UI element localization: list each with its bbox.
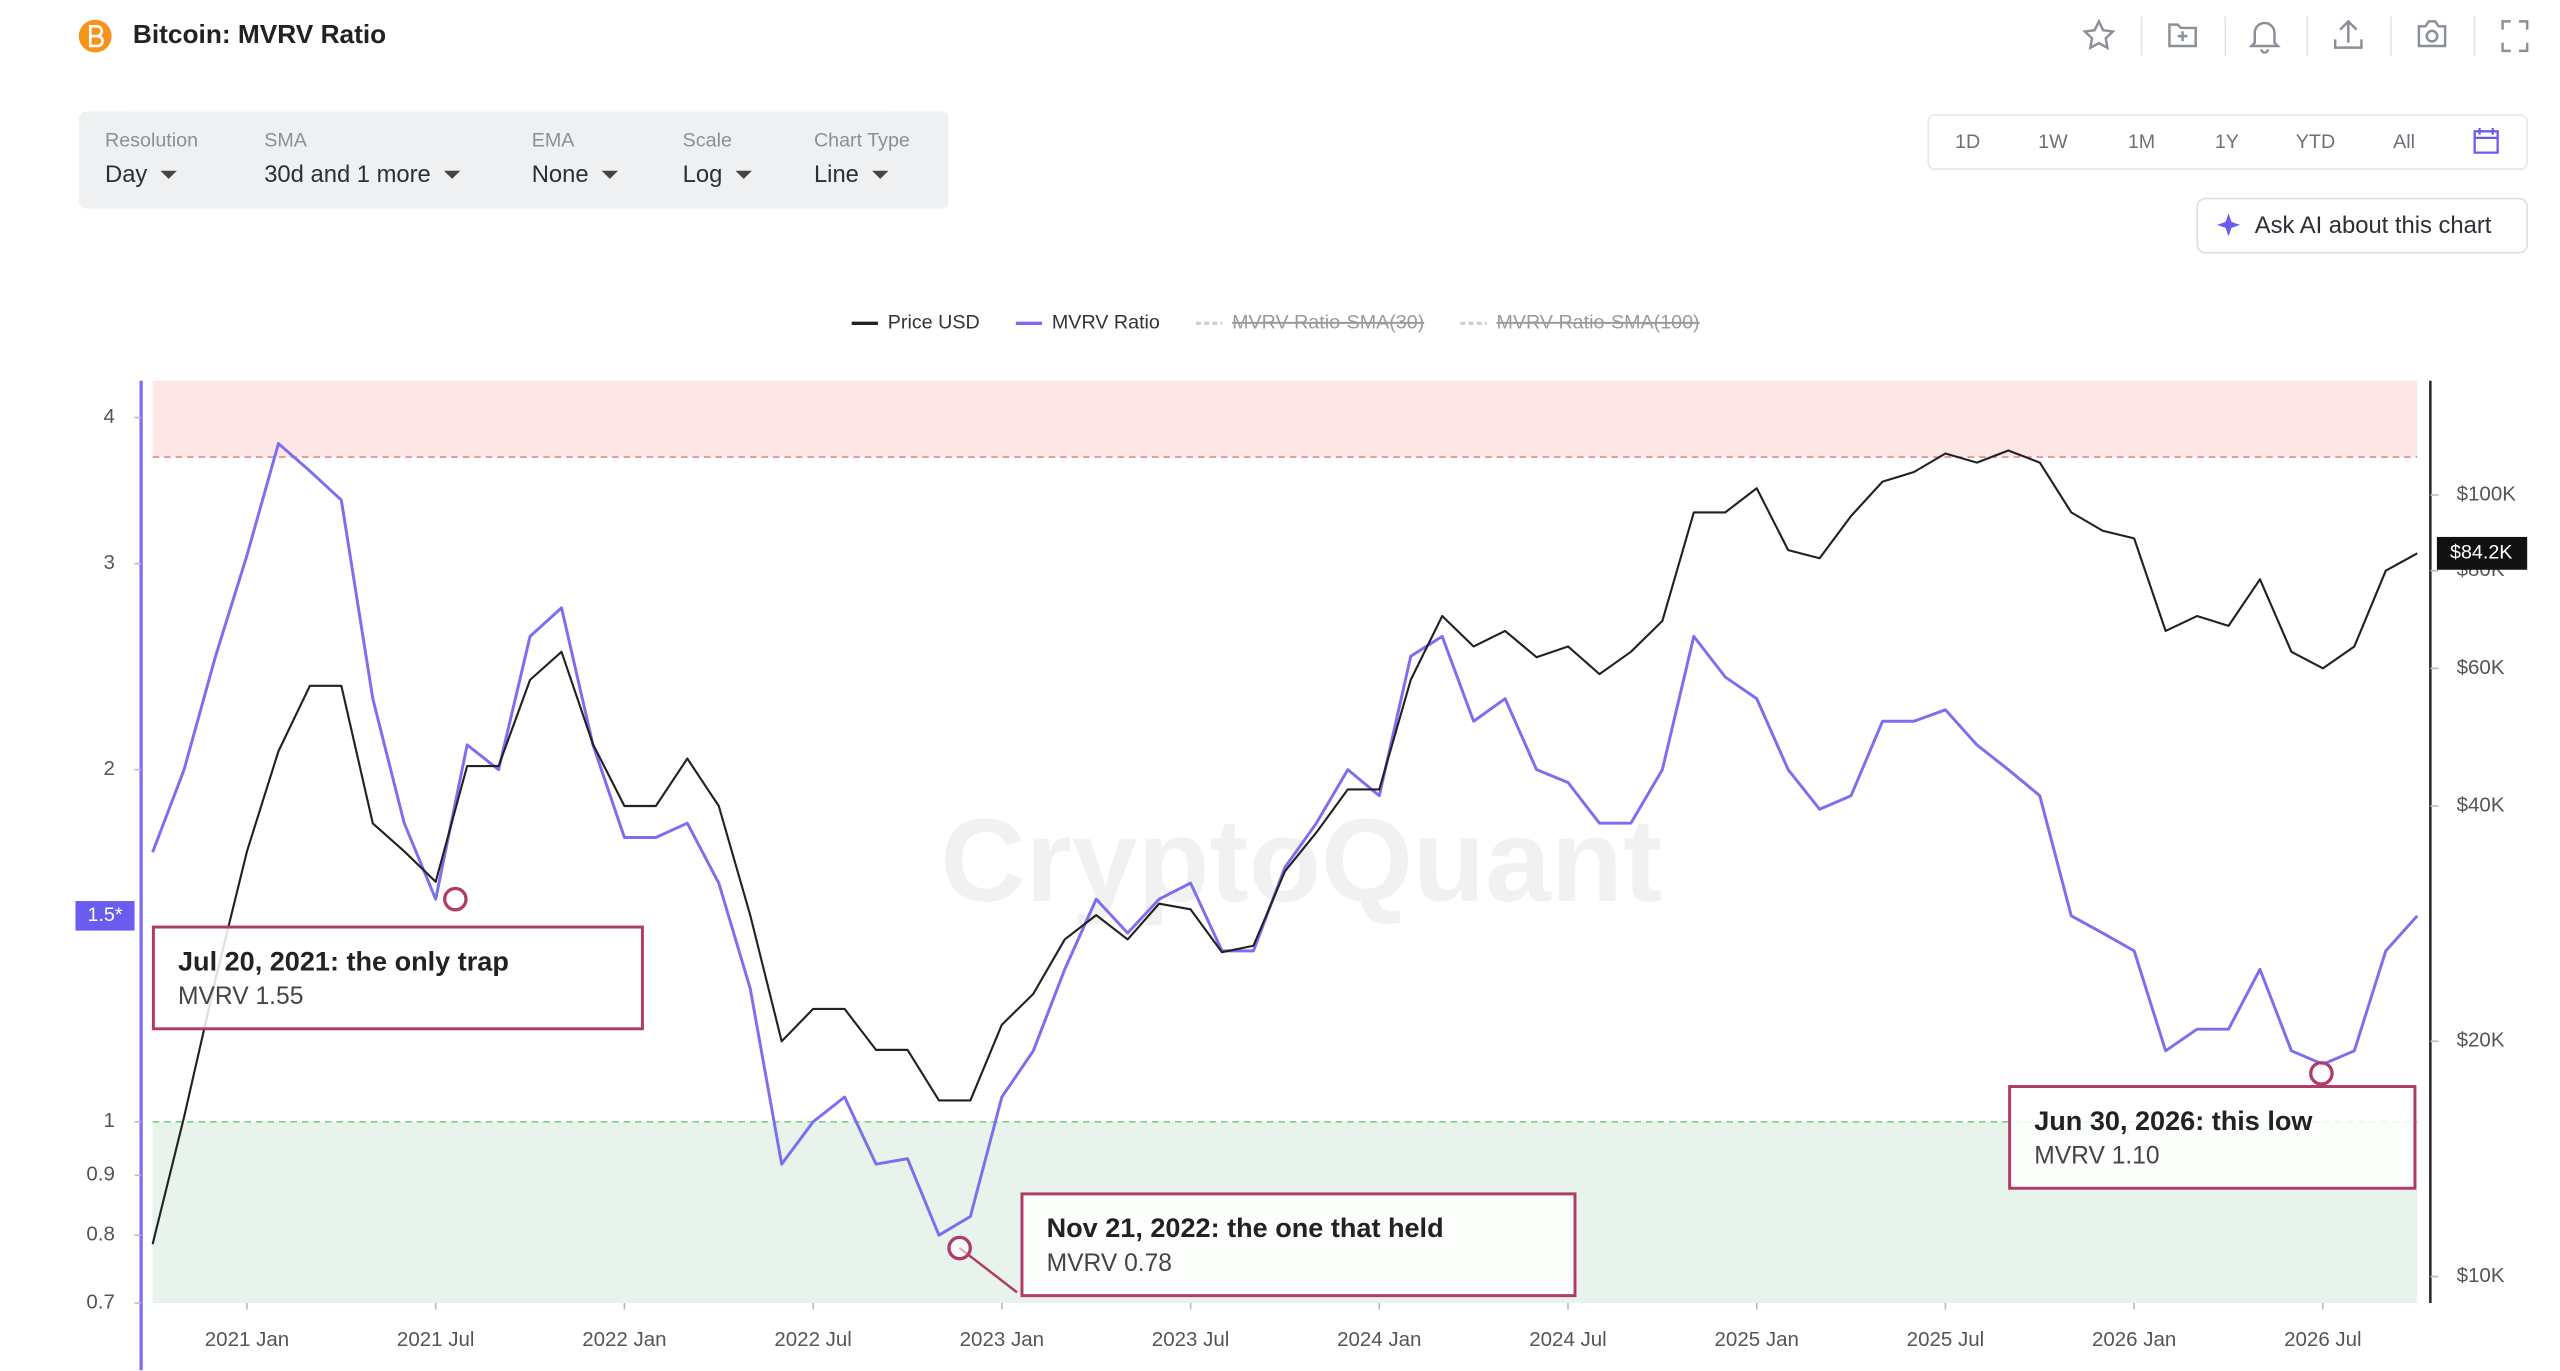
bitcoin-glyph	[88, 24, 104, 48]
dropdown-label: Chart Type	[814, 129, 910, 151]
y-tick-label: 1	[103, 1109, 114, 1132]
legend-label[interactable]: Price USD	[888, 312, 980, 334]
top-icons	[2082, 16, 2529, 56]
range-buttons: 1D 1W 1M 1Y YTD All	[1955, 131, 2415, 153]
y2-badge-label: $84.2K	[2450, 542, 2512, 564]
x-tick-label: 2023 Jul	[1152, 1328, 1230, 1351]
range-button[interactable]: All	[2393, 131, 2415, 153]
folder-button[interactable]	[2168, 23, 2197, 48]
x-tick-label: 2026 Jul	[2284, 1328, 2362, 1351]
y-tick-label: 4	[103, 405, 114, 428]
x-tick-label: 2025 Jan	[1715, 1328, 1799, 1351]
x-tick-label: 2021 Jan	[205, 1328, 289, 1351]
annotation-title: Jul 20, 2021: the only trap	[178, 945, 509, 976]
dropdown-label: Resolution	[105, 129, 198, 151]
dropdown-caret	[443, 170, 461, 179]
controls: Resolution Day SMA 30d and 1 more EMA None Sca…	[105, 129, 910, 188]
chart: CryptoQuant 0.7 0.8 0.9 1 2 3 4 $10K $20K $40K $60K…	[75, 312, 2528, 1371]
share-button[interactable]	[2333, 19, 2363, 49]
x-tick-label: 2024 Jul	[1529, 1328, 1607, 1351]
series-line	[151, 442, 2419, 1237]
legend-label[interactable]: MVRV Ratio	[1052, 312, 1160, 334]
ask-ai-button[interactable]	[2196, 197, 2528, 254]
x-tick-label: 2022 Jan	[582, 1328, 666, 1351]
range-button[interactable]: 1D	[1955, 131, 1980, 153]
dropdown-value: None	[532, 161, 589, 188]
dropdown-caret	[160, 170, 177, 179]
x-tick-label: 2021 Jul	[397, 1328, 475, 1351]
dropdown-label: Scale	[683, 129, 732, 151]
range-button[interactable]: 1M	[2128, 131, 2155, 153]
y-tick-label: 0.9	[86, 1163, 115, 1186]
legend: Price USD MVRV Ratio MVRV Ratio-SMA(30) MVR…	[851, 312, 1700, 334]
y-tick-label: 0.8	[86, 1223, 115, 1246]
dropdown-caret	[872, 170, 889, 179]
range-button[interactable]: 1Y	[2215, 131, 2239, 153]
fullscreen-button[interactable]	[2501, 20, 2529, 53]
dropdown-value: Log	[683, 161, 723, 188]
legend-label[interactable]: MVRV Ratio-SMA(30)	[1232, 312, 1424, 334]
annotation-value: MVRV 0.78	[1047, 1250, 1172, 1277]
bell-button[interactable]	[2248, 21, 2281, 54]
range-selector	[1927, 114, 2528, 170]
annotation-box	[1020, 1192, 1577, 1298]
star-button[interactable]	[2082, 18, 2116, 51]
x-tick-label: 2026 Jan	[2092, 1328, 2176, 1351]
dropdown[interactable]: Chart Type Line	[814, 129, 910, 188]
annotation-value: MVRV 1.10	[2034, 1143, 2159, 1170]
y-badge-label: 1.5*	[88, 904, 123, 926]
y2-tick-label: $40K	[2457, 793, 2505, 816]
camera-lens	[2425, 29, 2439, 43]
ask-ai-label: Ask AI about this chart	[2255, 212, 2492, 239]
sparkle-icon	[2217, 213, 2240, 237]
annotation-box	[151, 925, 644, 1031]
y-badge	[75, 901, 135, 931]
dropdown-value: 30d and 1 more	[264, 161, 431, 188]
camera-button[interactable]	[2417, 20, 2447, 48]
x-tick-label: 2022 Jul	[774, 1328, 852, 1351]
page-title: Bitcoin: MVRV Ratio	[133, 19, 386, 49]
dropdown-caret	[735, 170, 752, 179]
y-tick-label: 3	[103, 551, 114, 574]
y2-tick-label: $10K	[2457, 1264, 2505, 1287]
annotation-title: Jun 30, 2026: this low	[2034, 1105, 2313, 1136]
dropdown-value: Line	[814, 161, 859, 188]
annotation-marker	[443, 886, 468, 912]
x-tick-label: 2025 Jul	[1907, 1328, 1985, 1351]
y2-tick-label: $60K	[2457, 656, 2505, 679]
annotation-value: MVRV 1.55	[178, 983, 303, 1010]
dropdown[interactable]: Scale Log	[683, 129, 752, 188]
y-tick-label: 0.7	[86, 1290, 115, 1313]
annotation-title: Nov 21, 2022: the one that held	[1047, 1212, 1444, 1243]
dropdown[interactable]: EMA None	[532, 129, 619, 188]
y2-tick-label: $20K	[2457, 1029, 2505, 1052]
dropdown[interactable]: Resolution Day	[105, 129, 198, 188]
x-tick-label: 2024 Jan	[1337, 1328, 1421, 1351]
watermark: CryptoQuant	[940, 795, 1662, 927]
annotation-marker	[947, 1235, 972, 1261]
x-tick-label: 2023 Jan	[960, 1328, 1044, 1351]
annotation-box	[2008, 1085, 2417, 1190]
dropdown-label: SMA	[264, 129, 308, 151]
y2-badge	[2436, 536, 2528, 570]
legend-label[interactable]: MVRV Ratio-SMA(100)	[1496, 312, 1699, 334]
dropdown-value: Day	[105, 161, 147, 188]
toolbar	[78, 111, 949, 209]
range-button[interactable]: 1W	[2038, 131, 2068, 153]
series-line	[151, 449, 2418, 1245]
y-tick-label: 2	[103, 757, 114, 780]
annotation-marker	[2309, 1061, 2334, 1086]
dropdown-label: EMA	[532, 129, 576, 151]
range-button[interactable]: YTD	[2296, 131, 2335, 153]
y2-tick-label: $100K	[2457, 482, 2517, 505]
calendar-button[interactable]	[2473, 128, 2499, 154]
overvalued-zone	[152, 380, 2418, 458]
dropdown-caret	[601, 170, 619, 179]
dropdown[interactable]: SMA 30d and 1 more	[264, 129, 461, 188]
